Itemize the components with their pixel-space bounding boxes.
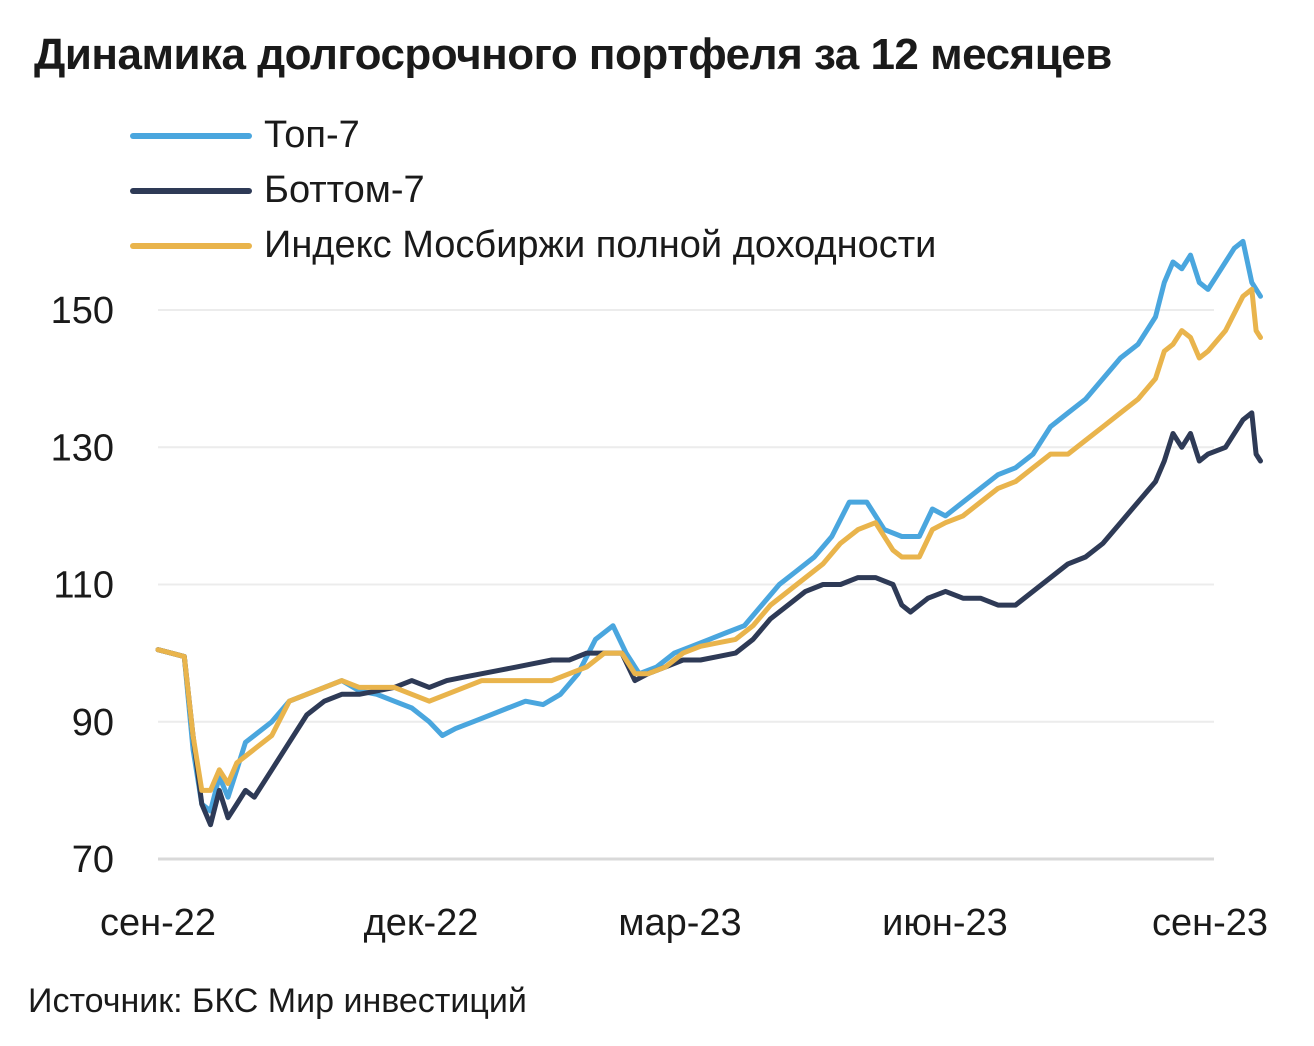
- series-line-2: [155, 286, 1263, 793]
- legend-item-moex-index: Индекс Мосбиржи полной доходности: [130, 218, 936, 273]
- legend-swatch-top7: [130, 132, 252, 139]
- y-tick-label-150: 150: [51, 290, 114, 332]
- y-tick-label-70: 70: [72, 839, 114, 881]
- x-tick-label-1: дек-22: [364, 902, 479, 944]
- y-tick-label-130: 130: [51, 427, 114, 469]
- x-tick-label-3: июн-23: [882, 902, 1008, 944]
- x-tick-label-4: сен-23: [1152, 902, 1268, 944]
- legend-swatch-bottom7: [130, 187, 252, 194]
- series-line-1: [155, 410, 1263, 828]
- legend-item-top7: Топ-7: [130, 108, 936, 163]
- x-axis-tick-labels: сен-22 дек-22 мар-23 июн-23 сен-23: [100, 902, 1268, 944]
- legend-label-bottom7: Боттом-7: [264, 169, 425, 211]
- legend-label-moex-index: Индекс Мосбиржи полной доходности: [264, 224, 937, 266]
- chart-source-note: Источник: БКС Мир инвестиций: [28, 982, 527, 1020]
- legend-swatch-moex-index: [130, 242, 252, 249]
- x-tick-label-0: сен-22: [100, 902, 216, 944]
- chart-title: Динамика долгосрочного портфеля за 12 ме…: [34, 30, 1112, 79]
- x-tick-label-2: мар-23: [618, 902, 741, 944]
- chart-legend: Топ-7 Боттом-7 Индекс Мосбиржи полной до…: [130, 108, 936, 273]
- y-tick-label-110: 110: [53, 565, 114, 607]
- y-tick-label-90: 90: [72, 702, 114, 744]
- series-line-0: [155, 238, 1263, 814]
- legend-label-top7: Топ-7: [264, 114, 360, 156]
- legend-item-bottom7: Боттом-7: [130, 163, 936, 218]
- chart-gridlines: [158, 309, 1214, 861]
- chart-series-lines: [155, 238, 1263, 828]
- y-axis-tick-labels: 70 90 110 130 150: [51, 290, 114, 881]
